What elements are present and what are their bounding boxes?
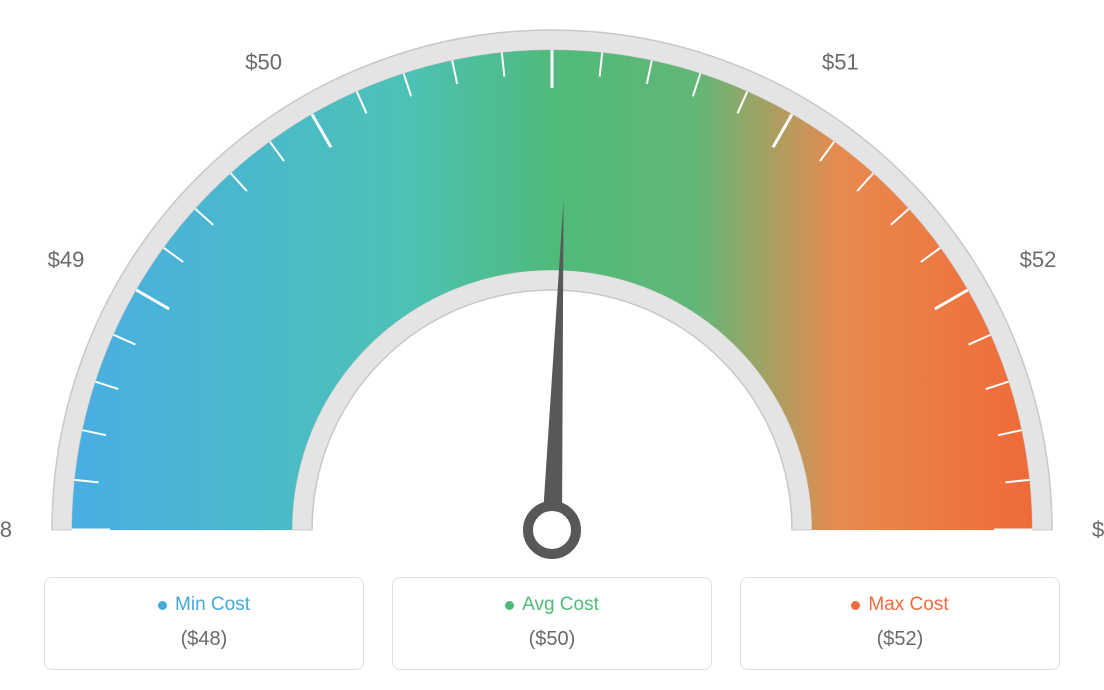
cost-gauge: $48 $49 $50 $50 $51 $52 $52: [0, 0, 1104, 560]
svg-text:$51: $51: [822, 49, 859, 74]
legend-card-avg: Avg Cost ($50): [392, 577, 712, 670]
svg-text:$52: $52: [1092, 517, 1104, 542]
legend-dot-min: [158, 601, 167, 610]
svg-text:$50: $50: [245, 49, 282, 74]
svg-text:$48: $48: [0, 517, 12, 542]
legend-dot-avg: [505, 601, 514, 610]
gauge-svg: $48 $49 $50 $50 $51 $52 $52: [0, 0, 1104, 560]
legend-dot-max: [851, 601, 860, 610]
legend-value-max: ($52): [741, 628, 1059, 651]
svg-text:$52: $52: [1020, 247, 1057, 272]
legend-label-max: Max Cost: [851, 594, 948, 616]
legend-text-max: Max Cost: [868, 594, 948, 616]
legend-card-min: Min Cost ($48): [44, 577, 364, 670]
legend-row: Min Cost ($48) Avg Cost ($50) Max Cost (…: [0, 577, 1104, 670]
legend-text-avg: Avg Cost: [522, 594, 599, 616]
legend-label-avg: Avg Cost: [505, 594, 599, 616]
legend-card-max: Max Cost ($52): [740, 577, 1060, 670]
legend-value-avg: ($50): [393, 628, 711, 651]
svg-text:$49: $49: [48, 247, 85, 272]
legend-value-min: ($48): [45, 628, 363, 651]
legend-text-min: Min Cost: [175, 594, 250, 616]
legend-label-min: Min Cost: [158, 594, 250, 616]
svg-text:$50: $50: [534, 0, 571, 2]
